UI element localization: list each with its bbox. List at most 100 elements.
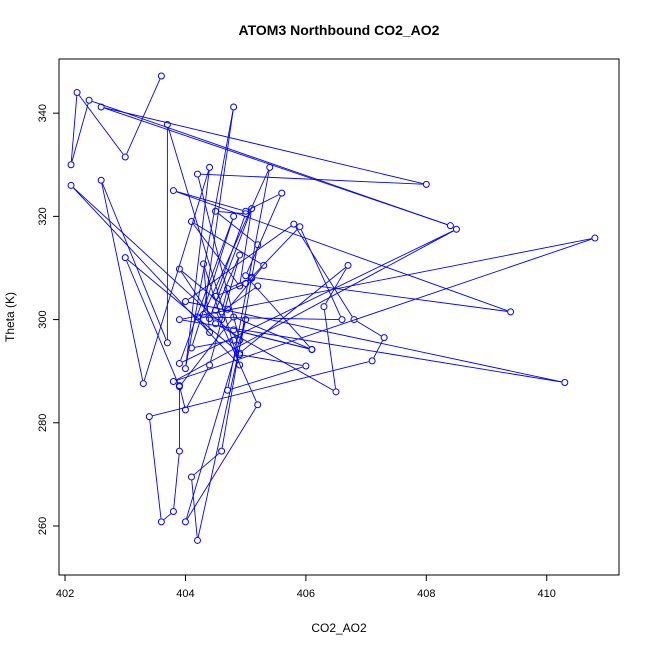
data-point-66 xyxy=(344,261,352,269)
data-point-43 xyxy=(181,406,189,414)
data-point-70 xyxy=(175,265,183,273)
series-segment-3 xyxy=(71,103,89,162)
data-point-55 xyxy=(169,187,177,195)
series-segment-61 xyxy=(236,317,309,349)
data-point-20 xyxy=(266,163,274,171)
data-point-58 xyxy=(242,272,250,280)
data-point-60 xyxy=(230,326,238,334)
data-point-30 xyxy=(591,234,599,242)
x-tick-label-2: 406 xyxy=(297,588,315,600)
data-point-56 xyxy=(242,207,250,215)
data-point-4 xyxy=(85,96,93,104)
data-point-75 xyxy=(248,205,256,213)
data-point-26 xyxy=(230,212,238,220)
series-segment-33 xyxy=(188,225,292,300)
data-point-8 xyxy=(193,170,201,178)
series-points xyxy=(67,72,599,544)
series-segment-71 xyxy=(229,267,262,307)
data-point-86 xyxy=(212,207,220,215)
series-segment-1 xyxy=(78,95,124,155)
data-point-39 xyxy=(157,518,165,526)
data-point-5 xyxy=(446,222,454,230)
series-segment-35 xyxy=(356,320,382,337)
series-segment-66 xyxy=(325,268,347,304)
series-segment-28 xyxy=(176,230,454,381)
series-segment-42 xyxy=(179,388,186,407)
y-tick-label-4: 340 xyxy=(37,104,49,122)
data-point-47 xyxy=(254,401,262,409)
series-segment-56 xyxy=(248,194,279,211)
series-segment-85 xyxy=(219,211,243,214)
data-point-90 xyxy=(218,308,226,316)
data-point-80 xyxy=(193,313,201,321)
series-segment-21 xyxy=(230,366,303,390)
plot-frame xyxy=(58,58,620,576)
data-point-17 xyxy=(181,365,189,373)
series-segment-74 xyxy=(239,212,252,283)
x-tick-label-4: 410 xyxy=(538,588,556,600)
series-segment-53 xyxy=(255,277,508,312)
series-segment-27 xyxy=(182,230,454,363)
data-point-48 xyxy=(181,518,189,526)
data-point-34 xyxy=(290,220,298,228)
data-point-62 xyxy=(230,313,238,321)
data-point-49 xyxy=(242,316,250,324)
series-segment-78 xyxy=(203,267,210,330)
data-point-38 xyxy=(145,413,153,421)
data-point-14 xyxy=(97,176,105,184)
data-point-71 xyxy=(224,305,232,313)
series-segment-30 xyxy=(182,238,592,320)
series-segment-63 xyxy=(126,260,179,384)
data-point-33 xyxy=(181,298,189,306)
data-point-10 xyxy=(67,181,75,189)
data-point-69 xyxy=(212,320,220,328)
data-point-91 xyxy=(254,282,262,290)
data-point-50 xyxy=(193,536,201,544)
series-segment-43 xyxy=(186,367,209,408)
data-point-31 xyxy=(175,316,183,324)
data-point-78 xyxy=(200,260,208,268)
series-segment-87 xyxy=(251,248,258,275)
y-axis-label: Theta (K) xyxy=(3,292,17,342)
series-segment-81 xyxy=(300,229,341,317)
data-point-85 xyxy=(242,210,250,218)
data-point-24 xyxy=(230,336,238,344)
series-segment-32 xyxy=(188,301,562,383)
data-point-52 xyxy=(218,447,226,455)
series-segment-29 xyxy=(176,238,592,381)
series-segment-2 xyxy=(70,95,78,162)
data-point-36 xyxy=(380,334,388,342)
series-segment-7 xyxy=(200,173,423,185)
data-point-19 xyxy=(200,310,208,318)
data-point-57 xyxy=(278,189,286,197)
data-point-7 xyxy=(422,180,430,188)
data-point-88 xyxy=(248,274,256,282)
series-segment-19 xyxy=(204,170,269,312)
series-segment-60 xyxy=(236,330,309,350)
data-point-3 xyxy=(67,161,75,169)
series-segment-65 xyxy=(242,267,346,352)
y-axis: 260 280 300 320 340 xyxy=(37,104,59,535)
data-point-51 xyxy=(187,473,195,481)
data-point-79 xyxy=(206,328,214,336)
series-segment-54 xyxy=(176,191,508,312)
data-point-67 xyxy=(320,303,328,311)
data-point-2 xyxy=(73,89,81,97)
data-point-84 xyxy=(212,292,220,300)
series-segment-55 xyxy=(176,191,243,211)
data-point-65 xyxy=(236,349,244,357)
series-segment-10 xyxy=(73,187,238,363)
data-point-41 xyxy=(175,447,183,455)
series-segment-17 xyxy=(185,110,234,366)
data-point-40 xyxy=(169,508,177,516)
data-point-0 xyxy=(157,72,165,80)
series-segment-31 xyxy=(182,319,562,383)
data-point-64 xyxy=(121,254,129,262)
x-axis-label: CO2_AO2 xyxy=(311,621,367,635)
data-point-21 xyxy=(224,386,232,394)
data-point-76 xyxy=(206,315,214,323)
series-segment-67 xyxy=(323,310,336,389)
data-point-61 xyxy=(308,346,316,354)
series-segment-58 xyxy=(247,278,310,348)
